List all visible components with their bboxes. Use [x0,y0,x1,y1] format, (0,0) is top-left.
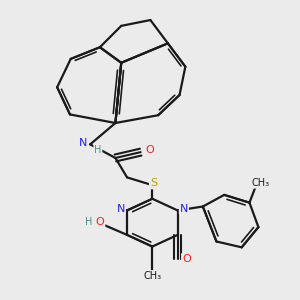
Text: CH₃: CH₃ [251,178,269,188]
Text: N: N [79,138,87,148]
Text: S: S [150,178,157,188]
Text: O: O [145,146,154,155]
Text: O: O [96,217,104,227]
Text: H: H [85,217,92,227]
Text: CH₃: CH₃ [143,271,161,281]
Text: N: N [117,204,125,214]
Text: H: H [94,145,101,154]
Text: O: O [182,254,191,264]
Text: N: N [180,204,188,214]
